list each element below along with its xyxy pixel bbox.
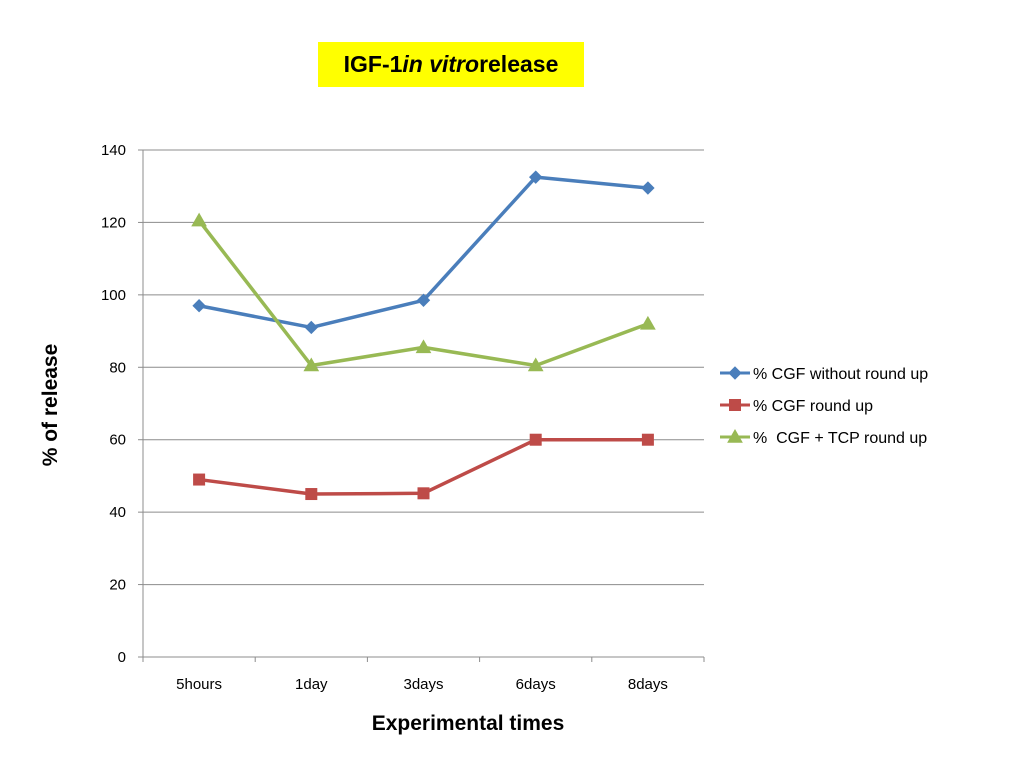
data-point-triangle bbox=[415, 339, 432, 354]
y-tick-label: 60 bbox=[109, 432, 126, 449]
x-axis-title: Experimental times bbox=[372, 712, 565, 735]
legend-entry: % CGF round up bbox=[720, 398, 873, 415]
legend-label: % CGF without round up bbox=[753, 366, 928, 383]
legend-entry: % CGF without round up bbox=[720, 366, 928, 383]
x-tick-label: 5hours bbox=[176, 676, 222, 693]
legend: % CGF without round up % CGF round up % CG… bbox=[720, 366, 928, 447]
data-point-diamond bbox=[304, 320, 319, 335]
data-point-square bbox=[305, 488, 318, 501]
y-tick-label: 0 bbox=[118, 649, 126, 666]
chart-title-part-1: IGF-1 bbox=[343, 51, 403, 77]
x-tick-label: 6days bbox=[516, 676, 556, 693]
x-tick-label: 1day bbox=[295, 676, 328, 693]
data-point-triangle bbox=[303, 357, 320, 372]
y-tick-label: 20 bbox=[109, 577, 126, 594]
series-line bbox=[198, 437, 648, 496]
series-2 bbox=[193, 433, 654, 501]
y-tick-label: 100 bbox=[101, 287, 126, 304]
data-point-square bbox=[193, 473, 206, 486]
data-point-diamond bbox=[192, 299, 206, 313]
legend-entry: % CGF + TCP round up bbox=[720, 428, 927, 447]
data-point-triangle bbox=[640, 315, 656, 330]
legend-marker-square bbox=[729, 399, 741, 411]
y-tick-label: 120 bbox=[101, 214, 126, 231]
chart-title: IGF-1 in vitro release bbox=[318, 42, 584, 87]
y-tick-label: 80 bbox=[109, 359, 126, 376]
data-point-diamond bbox=[641, 181, 655, 195]
chart-title-part-2: in vitro bbox=[402, 51, 480, 77]
data-point-triangle bbox=[191, 212, 207, 227]
data-point-triangle bbox=[527, 357, 544, 372]
data-point-diamond bbox=[416, 293, 431, 307]
y-tick-label: 140 bbox=[101, 142, 126, 159]
data-point-diamond bbox=[528, 170, 543, 184]
legend-label: % CGF round up bbox=[753, 398, 873, 415]
y-tick-label: 40 bbox=[109, 504, 126, 521]
chart-title-part-3: release bbox=[479, 51, 559, 77]
axes: 0 20 40 60 80 100 120 140 5hours 1day 3days 6days 8d… bbox=[101, 142, 705, 693]
series-1 bbox=[192, 170, 655, 335]
data-point-square bbox=[529, 433, 542, 446]
series-lines bbox=[191, 170, 656, 501]
x-tick-label: 3days bbox=[403, 676, 443, 693]
series-3 bbox=[191, 212, 656, 372]
gridlines bbox=[143, 149, 704, 586]
y-axis-title: % of release bbox=[39, 344, 62, 467]
x-tick-label: 8days bbox=[628, 676, 668, 693]
legend-label: % CGF + TCP round up bbox=[753, 430, 927, 447]
legend-marker-diamond bbox=[728, 366, 742, 380]
legend-marker-triangle bbox=[727, 428, 743, 443]
data-point-square bbox=[641, 433, 654, 446]
data-point-square bbox=[417, 487, 430, 500]
